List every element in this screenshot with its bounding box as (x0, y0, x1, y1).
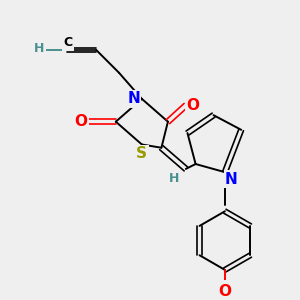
Text: O: O (74, 114, 87, 129)
Text: S: S (136, 146, 147, 161)
Text: N: N (127, 92, 140, 106)
Text: H: H (169, 172, 180, 185)
Text: O: O (187, 98, 200, 113)
Text: N: N (225, 172, 238, 187)
Text: O: O (218, 284, 231, 299)
Text: C: C (63, 36, 73, 49)
Text: H: H (34, 42, 44, 55)
